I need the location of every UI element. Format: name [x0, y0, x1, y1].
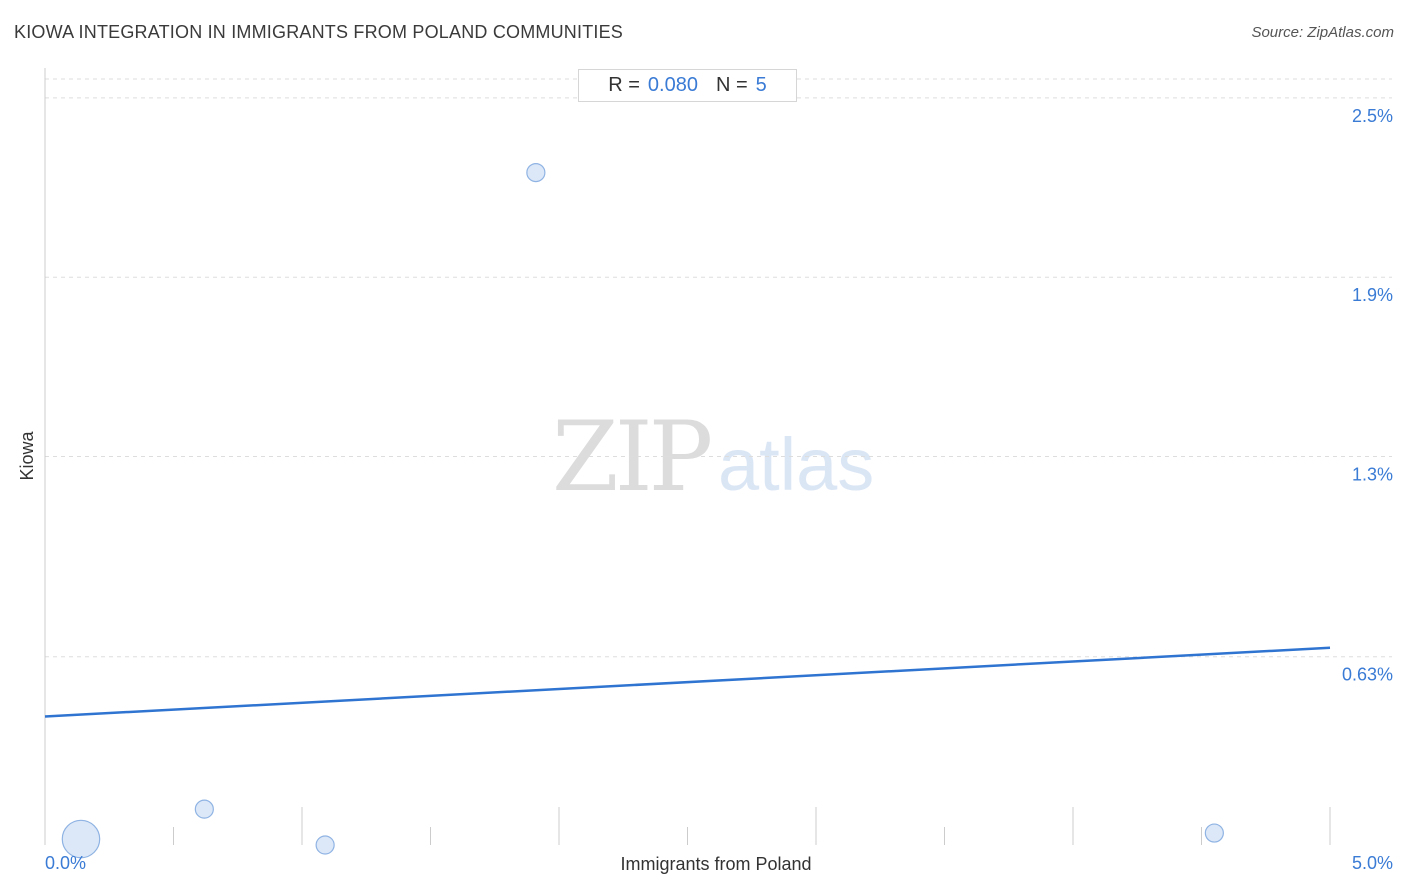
data-point [315, 835, 335, 855]
y-tick-label: 2.5% [1352, 106, 1393, 126]
y-tick-label: 1.3% [1352, 465, 1393, 485]
r-label: R = [608, 74, 640, 96]
source-label: Source: ZipAtlas.com [1251, 24, 1394, 41]
data-point [526, 162, 546, 183]
r-value: 0.080 [647, 74, 698, 96]
y-axis-label: Kiowa [17, 431, 37, 481]
n-label: N = [715, 74, 748, 96]
chart-title: KIOWA INTEGRATION IN IMMIGRANTS FROM POL… [14, 22, 624, 42]
data-point [61, 819, 101, 859]
y-tick-label: 0.63% [1342, 665, 1393, 685]
data-point [1204, 823, 1224, 843]
correlation-stats-box: R = 0.080 N = 5 [578, 69, 797, 102]
watermark: ZIP atlas [552, 401, 874, 513]
trend-line [44, 646, 1331, 718]
data-point [194, 799, 214, 819]
watermark-atlas: atlas [718, 423, 874, 506]
x-axis-label: Immigrants from Poland [620, 854, 811, 874]
n-value: 5 [755, 74, 767, 96]
y-tick-label: 1.9% [1352, 285, 1393, 305]
x-tick-label: 5.0% [1352, 853, 1393, 873]
x-tick-label: 0.0% [45, 853, 86, 873]
